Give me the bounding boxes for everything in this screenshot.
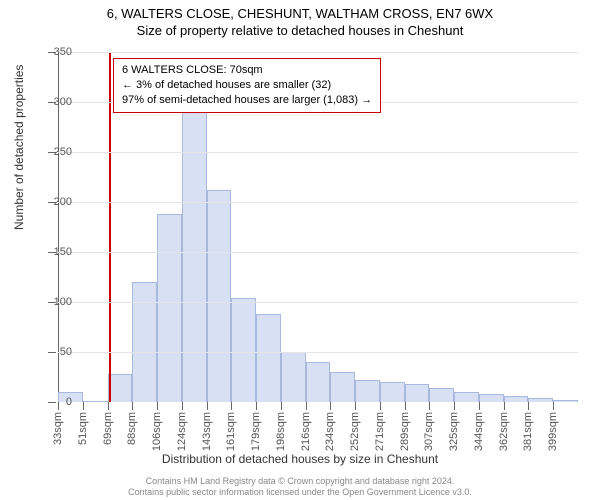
x-tick-label: 344sqm: [473, 412, 485, 451]
x-tick-label: 106sqm: [151, 412, 163, 451]
y-tick-label: 200: [36, 196, 72, 208]
y-tick-label: 250: [36, 146, 72, 158]
property-marker-line: [109, 52, 111, 402]
x-tick-label: 325sqm: [448, 412, 460, 451]
x-tick-label: 252sqm: [349, 412, 361, 451]
histogram-bar: [380, 382, 405, 402]
histogram-bar: [504, 396, 529, 402]
x-tick-label: 307sqm: [423, 412, 435, 451]
x-tick: [132, 402, 133, 410]
histogram-bar: [306, 362, 331, 402]
x-tick: [330, 402, 331, 410]
x-tick: [207, 402, 208, 410]
y-tick-label: 300: [36, 96, 72, 108]
x-axis-title: Distribution of detached houses by size …: [0, 452, 600, 466]
x-tick-label: 124sqm: [176, 412, 188, 451]
histogram-bar: [553, 400, 578, 402]
x-tick-label: 362sqm: [498, 412, 510, 451]
histogram-bar: [330, 372, 355, 402]
x-tick: [306, 402, 307, 410]
histogram-bar: [108, 374, 133, 402]
x-tick-label: 161sqm: [225, 412, 237, 451]
x-tick: [504, 402, 505, 410]
footer-line-2: Contains public sector information licen…: [0, 487, 600, 498]
annotation-line-1: 6 WALTERS CLOSE: 70sqm: [122, 63, 372, 78]
gridline: [58, 252, 578, 253]
x-tick: [157, 402, 158, 410]
x-tick-label: 198sqm: [275, 412, 287, 451]
x-tick-label: 271sqm: [374, 412, 386, 451]
gridline: [58, 152, 578, 153]
x-tick-label: 179sqm: [250, 412, 262, 451]
histogram-bar: [479, 394, 504, 402]
gridline: [58, 202, 578, 203]
x-tick: [231, 402, 232, 410]
y-axis-title: Number of detached properties: [12, 65, 26, 230]
gridline: [58, 52, 578, 53]
histogram-bar: [132, 282, 157, 402]
gridline: [58, 302, 578, 303]
x-tick-label: 234sqm: [324, 412, 336, 451]
y-tick-label: 50: [36, 346, 72, 358]
histogram-bar: [231, 298, 256, 402]
x-tick-label: 88sqm: [126, 412, 138, 445]
histogram-bar: [157, 214, 182, 402]
x-tick: [380, 402, 381, 410]
annotation-box: 6 WALTERS CLOSE: 70sqm ← 3% of detached …: [113, 58, 381, 113]
histogram-bar: [207, 190, 232, 402]
x-tick: [83, 402, 84, 410]
x-tick: [454, 402, 455, 410]
histogram-bar: [281, 352, 306, 402]
x-tick: [528, 402, 529, 410]
annotation-line-2: ← 3% of detached houses are smaller (32): [122, 78, 372, 93]
footer-line-1: Contains HM Land Registry data © Crown c…: [0, 476, 600, 487]
histogram-bar: [405, 384, 430, 402]
x-tick: [108, 402, 109, 410]
histogram-bar: [454, 392, 479, 402]
histogram-bar: [83, 401, 108, 402]
x-tick-label: 143sqm: [201, 412, 213, 451]
x-tick-label: 399sqm: [547, 412, 559, 451]
x-tick: [355, 402, 356, 410]
x-tick: [479, 402, 480, 410]
chart-container: 6, WALTERS CLOSE, CHESHUNT, WALTHAM CROS…: [0, 0, 600, 500]
titles-block: 6, WALTERS CLOSE, CHESHUNT, WALTHAM CROS…: [0, 0, 600, 38]
gridline: [58, 352, 578, 353]
x-tick: [553, 402, 554, 410]
y-tick-label: 100: [36, 296, 72, 308]
histogram-bar: [182, 110, 207, 402]
x-tick-label: 381sqm: [522, 412, 534, 451]
histogram-bar: [256, 314, 281, 402]
x-tick: [281, 402, 282, 410]
x-tick-label: 33sqm: [52, 412, 64, 445]
x-tick-label: 216sqm: [300, 412, 312, 451]
x-tick: [182, 402, 183, 410]
x-tick: [256, 402, 257, 410]
y-tick-label: 0: [36, 396, 72, 408]
x-tick-label: 69sqm: [102, 412, 114, 445]
histogram-bar: [355, 380, 380, 402]
title-line-2: Size of property relative to detached ho…: [0, 23, 600, 38]
title-line-1: 6, WALTERS CLOSE, CHESHUNT, WALTHAM CROS…: [0, 6, 600, 21]
histogram-bar: [429, 388, 454, 402]
footer: Contains HM Land Registry data © Crown c…: [0, 476, 600, 499]
annotation-line-3: 97% of semi-detached houses are larger (…: [122, 93, 372, 108]
y-tick-label: 150: [36, 246, 72, 258]
x-tick-label: 51sqm: [77, 412, 89, 445]
y-tick-label: 350: [36, 46, 72, 58]
histogram-bar: [528, 398, 553, 402]
x-tick-label: 289sqm: [399, 412, 411, 451]
x-tick: [429, 402, 430, 410]
x-tick: [405, 402, 406, 410]
